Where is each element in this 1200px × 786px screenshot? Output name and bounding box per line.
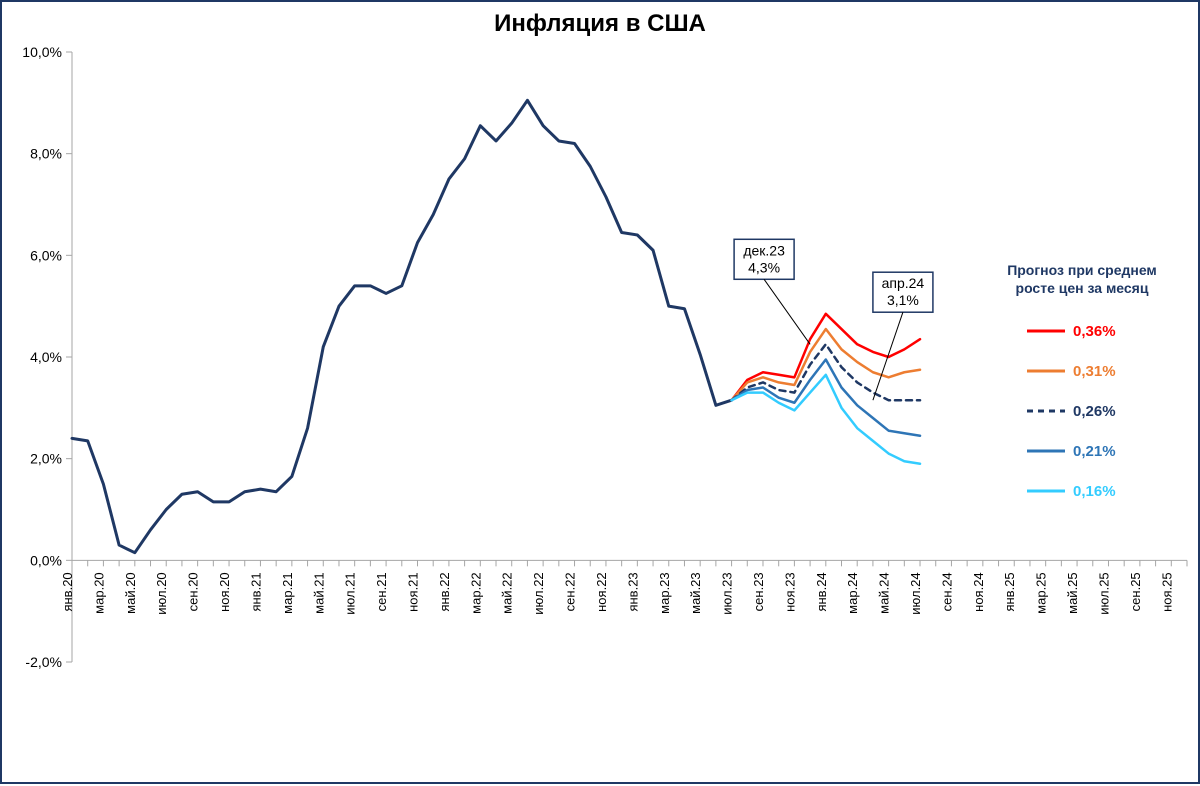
callout-leader — [873, 312, 903, 400]
xtick-label: янв.21 — [248, 572, 263, 611]
xtick-label: сен.25 — [1128, 572, 1143, 611]
ytick-label: 0,0% — [30, 552, 62, 568]
ytick-label: 8,0% — [30, 146, 62, 162]
series-forecast-3 — [732, 360, 920, 436]
xtick-label: янв.24 — [814, 572, 829, 611]
callout-text: апр.24 — [882, 275, 925, 291]
xtick-label: ноя.24 — [971, 572, 986, 612]
xtick-label: май.25 — [1065, 572, 1080, 614]
xtick-label: мар.21 — [280, 572, 295, 613]
legend-label: 0,16% — [1073, 483, 1116, 500]
legend-label: 0,21% — [1073, 443, 1116, 460]
legend-title: Прогноз при среднем — [1007, 262, 1157, 278]
callout-text: 3,1% — [887, 292, 919, 308]
ytick-label: 4,0% — [30, 349, 62, 365]
ytick-label: 10,0% — [22, 44, 62, 60]
chart-title: Инфляция в США — [2, 10, 1198, 38]
xtick-label: сен.24 — [939, 572, 954, 611]
xtick-label: сен.23 — [751, 572, 766, 611]
xtick-label: июл.21 — [343, 572, 358, 614]
ytick-label: -2,0% — [25, 654, 62, 670]
callout-text: 4,3% — [748, 259, 780, 275]
xtick-label: мар.23 — [657, 572, 672, 613]
series-forecast-1 — [732, 329, 920, 400]
xtick-label: янв.25 — [1002, 572, 1017, 611]
xtick-label: янв.20 — [60, 572, 75, 611]
xtick-label: июл.24 — [908, 572, 923, 614]
xtick-label: ноя.21 — [405, 572, 420, 612]
xtick-label: май.23 — [688, 572, 703, 614]
xtick-label: июл.25 — [1096, 572, 1111, 614]
legend-title: росте цен за месяц — [1016, 280, 1149, 296]
xtick-label: янв.23 — [625, 572, 640, 611]
legend-label: 0,31% — [1073, 363, 1116, 380]
xtick-label: мар.22 — [468, 572, 483, 613]
xtick-label: сен.20 — [186, 572, 201, 611]
xtick-label: ноя.25 — [1159, 572, 1174, 612]
chart-container: Инфляция в США -2,0% 0,0% 2,0% 4,0% 6,0% 8,0%… — [0, 0, 1200, 784]
xtick-label: июл.23 — [720, 572, 735, 614]
xtick-label: июл.20 — [154, 572, 169, 614]
xtick-label: мар.24 — [845, 572, 860, 613]
series-historical — [72, 100, 732, 552]
callout-leader — [764, 279, 810, 344]
xtick-label: май.22 — [500, 572, 515, 614]
legend-label: 0,26% — [1073, 403, 1116, 420]
xtick-label: июл.22 — [531, 572, 546, 614]
xtick-label: май.24 — [877, 572, 892, 614]
ytick-label: 2,0% — [30, 451, 62, 467]
legend-label: 0,36% — [1073, 323, 1116, 340]
xtick-label: мар.20 — [91, 572, 106, 613]
xtick-label: ноя.23 — [782, 572, 797, 612]
xtick-label: май.20 — [123, 572, 138, 614]
ytick-label: 6,0% — [30, 247, 62, 263]
xtick-label: сен.21 — [374, 572, 389, 611]
callout-text: дек.23 — [743, 242, 785, 258]
xtick-label: янв.22 — [437, 572, 452, 611]
xtick-label: мар.25 — [1034, 572, 1049, 613]
chart-svg: -2,0% 0,0% 2,0% 4,0% 6,0% 8,0% 10,0% янв.20 мар.… — [2, 2, 1200, 786]
xtick-label: сен.22 — [563, 572, 578, 611]
xtick-label: ноя.22 — [594, 572, 609, 612]
xtick-label: ноя.20 — [217, 572, 232, 612]
xtick-label: май.21 — [311, 572, 326, 614]
